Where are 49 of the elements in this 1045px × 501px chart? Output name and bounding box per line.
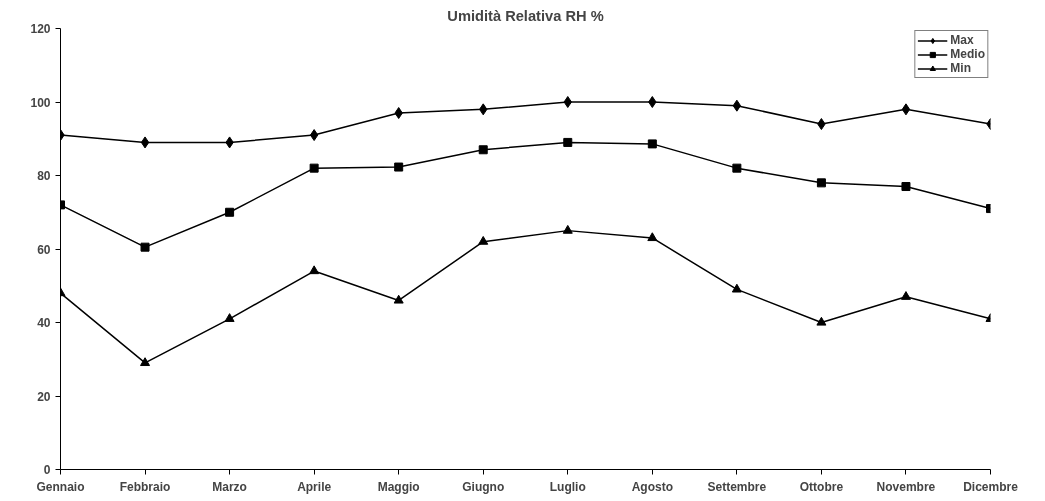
point	[647, 139, 657, 149]
y-tick-label: 100	[30, 95, 51, 110]
point	[224, 313, 235, 322]
y-tick-label: 60	[37, 242, 51, 257]
point	[394, 162, 404, 172]
legend-label: Max	[950, 33, 974, 47]
point	[225, 207, 235, 217]
x-tick-label: Marzo	[212, 479, 247, 494]
y-tick-label: 20	[37, 389, 51, 404]
x-tick-label: Aprile	[297, 479, 332, 494]
point	[563, 96, 572, 108]
y-tick-label: 80	[37, 169, 51, 183]
legend-label: Min	[950, 61, 971, 75]
point	[562, 224, 573, 234]
point	[140, 242, 150, 252]
x-tick-label: Febbraio	[119, 479, 171, 494]
point	[140, 136, 150, 149]
point	[478, 145, 488, 155]
x-tick-label: Giugno	[462, 479, 505, 494]
x-tick-label: Luglio	[549, 479, 586, 494]
x-tick-label: Agosto	[631, 479, 673, 494]
point	[309, 163, 319, 173]
point	[901, 103, 911, 116]
point	[647, 232, 658, 242]
point	[816, 316, 827, 326]
point	[478, 235, 489, 245]
y-tick-label: 120	[30, 22, 51, 36]
x-tick-label: Gennaio	[36, 479, 85, 494]
point	[393, 294, 404, 304]
point	[648, 96, 657, 108]
point	[731, 283, 742, 293]
chart-title: Umidità Relativa RH %	[447, 7, 604, 24]
legend-label: Medio	[950, 47, 985, 61]
point	[140, 357, 151, 367]
y-tick-label: 40	[37, 316, 51, 330]
x-tick-label: Ottobre	[799, 479, 844, 494]
point	[901, 182, 911, 192]
point	[309, 129, 319, 142]
point	[900, 291, 911, 300]
point	[732, 163, 742, 173]
point	[816, 178, 826, 188]
x-tick-label: Settembre	[707, 479, 767, 494]
x-tick-label: Novembre	[876, 479, 936, 494]
point	[732, 99, 742, 112]
y-tick-label: 0	[43, 463, 51, 477]
point	[309, 265, 320, 275]
point	[563, 137, 573, 147]
x-tick-label: Maggio	[377, 479, 420, 494]
x-tick-label: Dicembre	[963, 479, 1019, 494]
